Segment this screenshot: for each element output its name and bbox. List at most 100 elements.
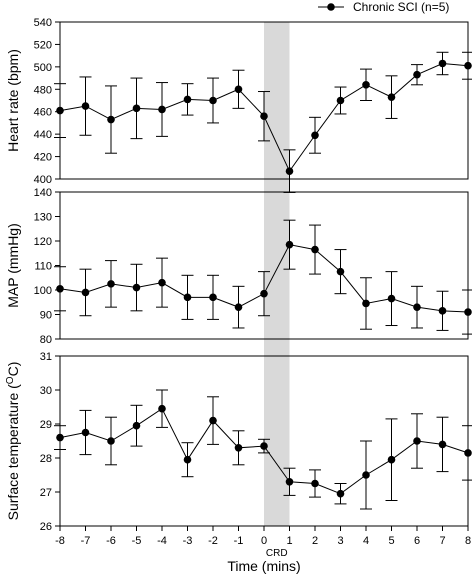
data-point (438, 440, 447, 449)
data-point (56, 433, 64, 442)
x-axis-title: Time (mins) (227, 558, 300, 574)
y-tick-label: 29 (40, 419, 52, 431)
panel-1: 400 420 440 460 480 500 520 540 Heart rate (bpm) (5, 17, 472, 193)
y-tick-label: 90 (40, 310, 52, 322)
x-tick-label: -5 (132, 535, 142, 547)
x-tick-label: -7 (81, 535, 91, 547)
data-point (387, 93, 396, 101)
x-tick-label: -2 (208, 535, 218, 547)
x-tick-label: 5 (388, 535, 394, 547)
y-tick-label: 120 (34, 236, 52, 248)
y-tick-label: 130 (34, 212, 52, 224)
data-point (56, 284, 64, 293)
data-point (183, 95, 192, 104)
data-point (336, 267, 345, 276)
data-point (260, 442, 268, 450)
y-tick-label: 31 (40, 351, 52, 363)
data-point (387, 294, 396, 303)
shaded-region (264, 22, 290, 526)
y-tick-label: 460 (34, 107, 52, 119)
y-tick-label: 440 (34, 129, 52, 141)
y-tick-label: 480 (34, 84, 52, 96)
y-axis-title-tail: C) (5, 362, 21, 377)
data-point (183, 455, 192, 464)
x-tick-label: -4 (157, 535, 167, 547)
x-tick-label: 3 (337, 535, 343, 547)
data-point (107, 115, 115, 124)
panel-3: 26 27 28 29 30 31 Surface temperature (OC) (5, 351, 472, 533)
data-point (464, 61, 472, 70)
data-point (209, 293, 217, 302)
data-point (234, 85, 243, 94)
y-tick-label: 28 (40, 453, 52, 465)
x-tick-label: 1 (286, 535, 292, 547)
y-tick-label: 400 (34, 174, 52, 186)
data-point (336, 489, 345, 498)
data-point (387, 455, 396, 464)
y-axis-title-superscript: O (5, 376, 16, 384)
legend-marker (327, 3, 335, 11)
data-point (234, 444, 243, 452)
panel-2: 80 90 100 110 120 130 140 MAP (mmHg) (5, 187, 472, 346)
x-tick-label: -3 (183, 535, 193, 547)
data-point (183, 293, 192, 302)
data-point (285, 240, 294, 249)
data-point (311, 131, 319, 140)
data-point (362, 471, 370, 479)
y-tick-label: 140 (34, 187, 52, 199)
y-tick-label: 420 (34, 152, 52, 164)
y-tick-label: 26 (40, 521, 52, 533)
x-tick-label: 6 (414, 535, 420, 547)
data-point (107, 280, 115, 288)
data-point (107, 437, 115, 445)
data-point (260, 112, 268, 120)
legend: Chronic SCI (n=5) (318, 0, 449, 14)
data-point (158, 278, 166, 287)
data-point (81, 288, 90, 297)
data-point (209, 96, 217, 105)
x-tick-label: 0 (261, 535, 267, 547)
data-point (56, 106, 64, 115)
y-tick-label: 110 (34, 261, 52, 273)
data-point (464, 449, 472, 457)
data-point (413, 303, 421, 311)
x-tick-label: 4 (363, 535, 369, 547)
data-point (336, 96, 345, 105)
x-tick-label: -1 (234, 535, 244, 547)
y-tick-label: 27 (40, 487, 52, 499)
data-point (158, 105, 166, 114)
data-point (209, 416, 217, 425)
y-tick-label: 30 (40, 385, 52, 397)
data-point (132, 421, 141, 430)
y-tick-label: 100 (34, 285, 52, 297)
x-tick-label: 2 (312, 535, 318, 547)
x-tick-label: 7 (439, 535, 445, 547)
data-point (285, 478, 294, 486)
y-tick-label: 80 (40, 334, 52, 346)
x-tick-label: 8 (465, 535, 471, 547)
data-point (132, 283, 141, 292)
data-point (311, 479, 319, 488)
data-point (413, 70, 421, 79)
data-point (362, 299, 370, 308)
x-axis: -8 -7 -6 -5 -4 -3 -2 -1 0 1 2 3 4 5 6 7 8 (55, 526, 471, 547)
data-point (260, 289, 268, 298)
data-point (234, 303, 243, 311)
panels: 400 420 440 460 480 500 520 540 Heart rate (bpm)… (5, 17, 472, 533)
y-axis-title: MAP (mmHg) (5, 223, 21, 308)
y-axis-title: Heart rate (bpm) (5, 49, 21, 152)
data-point (438, 59, 447, 68)
shaded-region-label: CRD (266, 548, 288, 559)
data-point (413, 437, 421, 445)
data-point (464, 308, 472, 316)
y-tick-label: 520 (34, 39, 52, 51)
x-tick-label: -8 (55, 535, 65, 547)
data-point (438, 307, 447, 315)
data-point (81, 102, 90, 110)
data-point (311, 245, 319, 254)
data-point (158, 404, 166, 413)
data-point (81, 428, 90, 437)
y-tick-label: 500 (34, 62, 52, 74)
x-tick-label: -6 (106, 535, 116, 547)
